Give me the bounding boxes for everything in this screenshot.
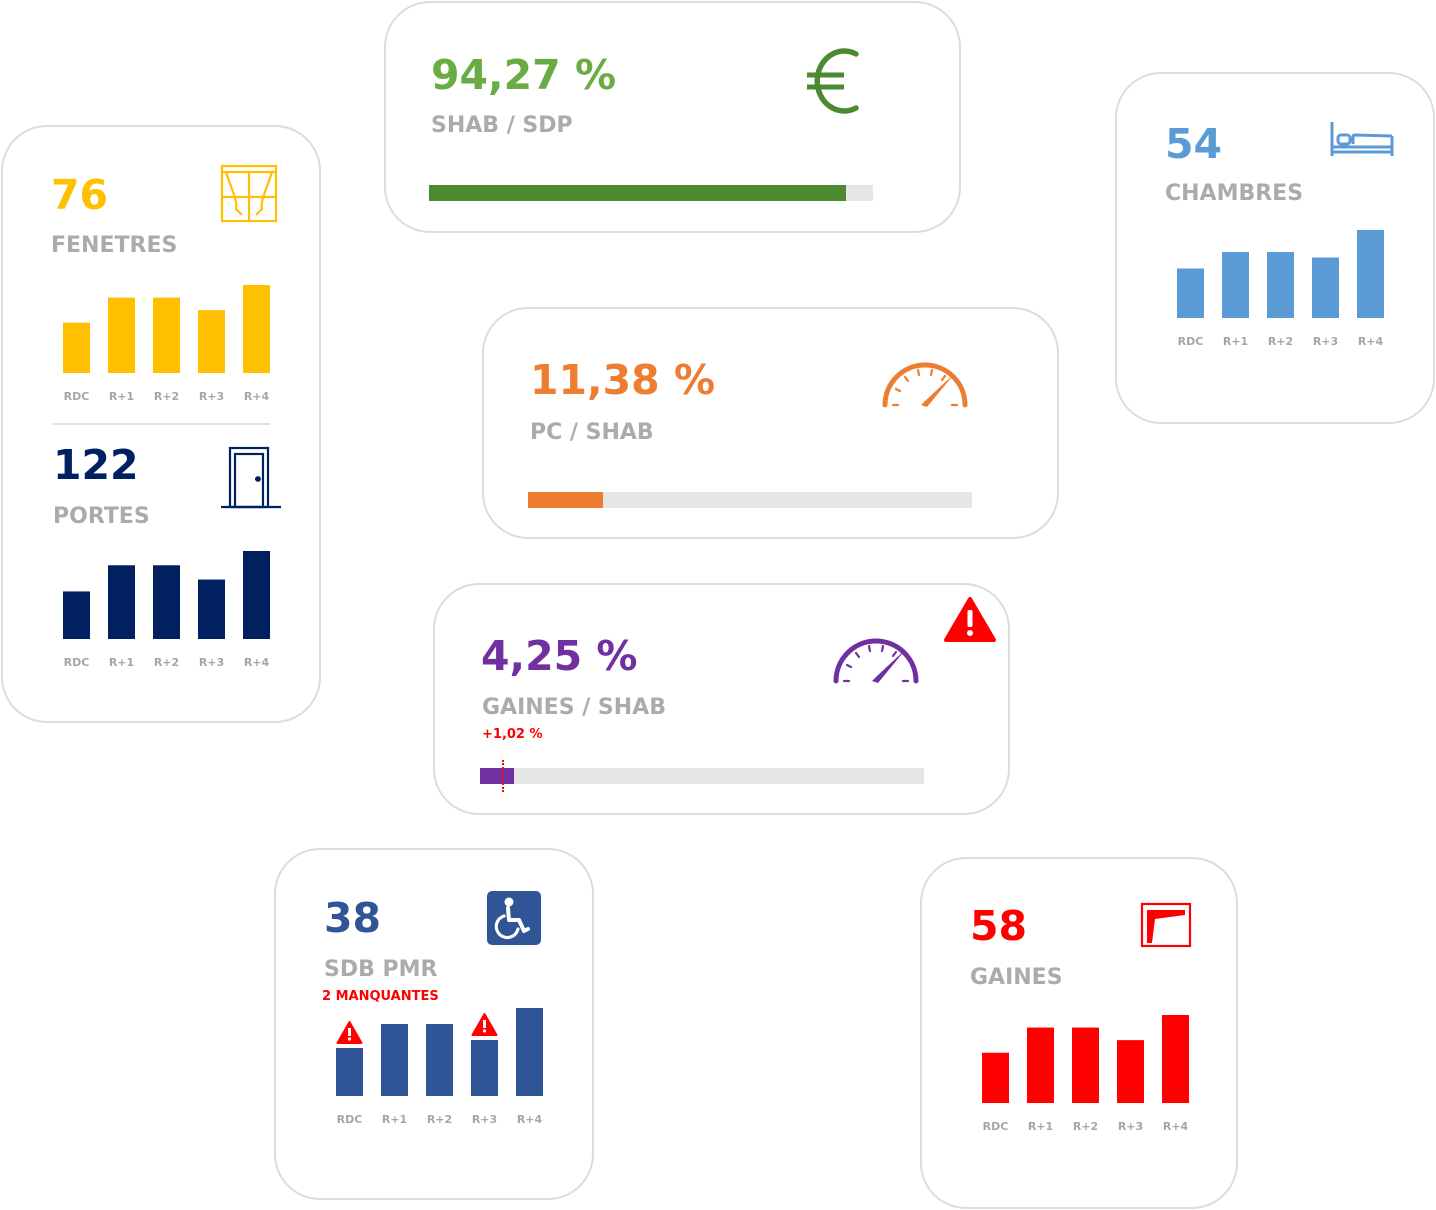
bar-rplus3 — [471, 1040, 498, 1096]
chambres-chart: RDC R+1 R+2 R+3 R+4 — [1177, 230, 1384, 348]
chambres-label: CHAMBRES — [1165, 181, 1304, 206]
sdb-pmr-missing-note: 2 MANQUANTES — [322, 989, 439, 1004]
bar-rplus1 — [108, 565, 135, 639]
gaines-shab-target-marker — [502, 760, 504, 792]
shab-sdp-progress-fill — [429, 185, 846, 201]
tick-label: R+1 — [109, 390, 134, 403]
fenetres-chart: RDC R+1 R+2 R+3 R+4 — [63, 285, 270, 403]
bar-rplus3 — [1312, 257, 1339, 318]
fenetres-portes-card: 76 FENETRES RDC R+1 R+2 R+3 R+4 122 PORTES R… — [1, 125, 321, 723]
sdb-pmr-chart: RDC R+1 R+2 R+3 R+4 — [336, 1008, 543, 1126]
bar-rplus1 — [108, 297, 135, 373]
gaines-card: 58 GAINES RDC R+1 R+2 R+3 R+4 — [920, 857, 1238, 1209]
warning-icon — [336, 1021, 363, 1044]
shab-sdp-progress — [429, 185, 873, 201]
gaines-shab-card: 4,25 % GAINES / SHAB +1,02 % — [433, 583, 1010, 815]
sdb-pmr-label: SDB PMR — [324, 957, 438, 982]
tick-label: R+2 — [1268, 335, 1293, 348]
bar-rplus1 — [1027, 1027, 1054, 1103]
bed-icon — [1330, 122, 1394, 156]
bar-rdc — [982, 1052, 1009, 1103]
window-icon — [220, 164, 278, 223]
card-divider — [53, 423, 270, 425]
bar-rdc — [63, 591, 90, 639]
duct-icon — [1140, 902, 1192, 948]
portes-chart: RDC R+1 R+2 R+3 R+4 — [63, 551, 270, 669]
shab-sdp-card: 94,27 % SHAB / SDP — [384, 1, 961, 233]
gaines-chart: RDC R+1 R+2 R+3 R+4 — [982, 1015, 1189, 1133]
sdb-pmr-value: 38 — [324, 894, 382, 942]
tick-label: R+2 — [154, 390, 179, 403]
tick-label: R+4 — [244, 656, 270, 669]
gaines-shab-label: GAINES / SHAB — [482, 695, 666, 720]
tick-label: R+2 — [154, 656, 179, 669]
tick-label: R+2 — [1073, 1120, 1098, 1133]
gauge-icon — [882, 362, 968, 408]
pc-shab-card: 11,38 % PC / SHAB — [482, 307, 1059, 539]
gaines-value: 58 — [970, 902, 1028, 950]
door-icon — [221, 446, 281, 509]
shab-sdp-value: 94,27 % — [431, 51, 617, 99]
bar-rplus2 — [153, 565, 180, 639]
fenetres-value: 76 — [51, 171, 109, 219]
gaines-shab-progress-fill — [480, 768, 514, 784]
tick-label: R+1 — [382, 1113, 407, 1126]
bar-rplus2 — [1267, 252, 1294, 318]
tick-label: R+1 — [1223, 335, 1248, 348]
bar-rplus2 — [153, 297, 180, 373]
tick-label: R+3 — [199, 390, 224, 403]
tick-label: R+2 — [427, 1113, 452, 1126]
tick-label: R+3 — [472, 1113, 497, 1126]
tick-label: R+4 — [244, 390, 270, 403]
bar-rdc — [1177, 268, 1204, 318]
tick-label: RDC — [64, 656, 90, 669]
tick-label: R+3 — [199, 656, 224, 669]
tick-label: R+4 — [1163, 1120, 1189, 1133]
bar-rplus2 — [1072, 1027, 1099, 1103]
bar-rplus4 — [243, 551, 270, 639]
fenetres-label: FENETRES — [51, 233, 178, 258]
tick-label: R+3 — [1313, 335, 1338, 348]
pc-shab-progress — [528, 492, 972, 508]
tick-label: RDC — [983, 1120, 1009, 1133]
tick-label: RDC — [64, 390, 90, 403]
bar-rplus4 — [1162, 1015, 1189, 1103]
tick-label: R+4 — [517, 1113, 543, 1126]
wheelchair-icon — [487, 891, 541, 945]
tick-label: R+1 — [1028, 1120, 1053, 1133]
bar-rdc — [63, 322, 90, 373]
tick-label: R+3 — [1118, 1120, 1143, 1133]
bar-rplus3 — [198, 310, 225, 373]
portes-label: PORTES — [53, 504, 150, 529]
tick-label: R+1 — [109, 656, 134, 669]
bar-rplus4 — [243, 285, 270, 373]
tick-label: RDC — [337, 1113, 363, 1126]
bar-rplus2 — [426, 1024, 453, 1096]
gaines-label: GAINES — [970, 965, 1063, 990]
warning-icon — [944, 597, 996, 642]
shab-sdp-label: SHAB / SDP — [431, 113, 573, 138]
chambres-card: 54 CHAMBRES RDC R+1 R+2 R+3 R+4 — [1115, 72, 1435, 424]
bar-rplus4 — [1357, 230, 1384, 318]
bar-rplus1 — [1222, 252, 1249, 318]
portes-value: 122 — [53, 441, 139, 489]
tick-label: RDC — [1178, 335, 1204, 348]
gauge-icon — [833, 638, 919, 684]
warning-icon — [471, 1013, 498, 1036]
pc-shab-label: PC / SHAB — [530, 420, 654, 445]
tick-label: R+4 — [1358, 335, 1384, 348]
bar-rplus4 — [516, 1008, 543, 1096]
bar-rdc — [336, 1048, 363, 1096]
pc-shab-progress-fill — [528, 492, 603, 508]
bar-rplus3 — [198, 579, 225, 639]
gaines-shab-value: 4,25 % — [481, 632, 638, 680]
gaines-shab-delta: +1,02 % — [482, 727, 543, 742]
pc-shab-value: 11,38 % — [530, 356, 716, 404]
chambres-value: 54 — [1165, 120, 1223, 168]
euro-icon — [807, 48, 859, 114]
bar-rplus1 — [381, 1024, 408, 1096]
sdb-pmr-card: 38 SDB PMR 2 MANQUANTES RDC R+1 R+2 R+3 R+4 — [274, 848, 594, 1200]
gaines-shab-progress — [480, 760, 924, 792]
bar-rplus3 — [1117, 1040, 1144, 1103]
